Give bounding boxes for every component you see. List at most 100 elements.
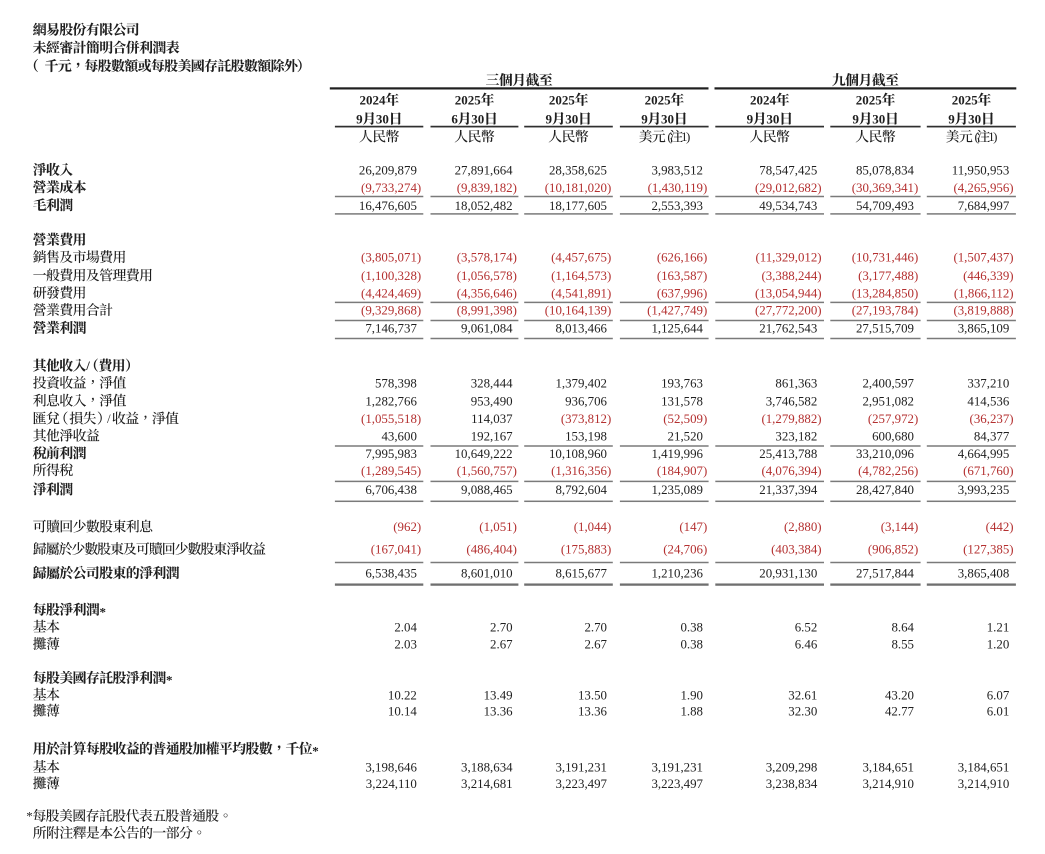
svg-text:(1,279,882): (1,279,882) [761,412,821,426]
svg-text:193,763: 193,763 [661,377,703,391]
svg-text:30: 30 [565,111,578,126]
svg-text:(13,054,944): (13,054,944) [755,286,822,300]
svg-text:(24,706): (24,706) [663,543,707,557]
svg-text:(3,144): (3,144) [881,520,919,534]
svg-text:21,337,394: 21,337,394 [759,483,818,497]
svg-text:(1,100,328): (1,100,328) [361,269,421,283]
svg-text:2,400,597: 2,400,597 [862,377,914,391]
svg-text:10,649,222: 10,649,222 [455,447,513,461]
svg-text:(: ( [667,129,671,144]
svg-text:30: 30 [471,111,484,126]
svg-text:84,377: 84,377 [974,429,1010,443]
svg-text:328,444: 328,444 [471,377,513,391]
svg-text:3,214,910: 3,214,910 [862,777,914,791]
svg-text:(626,166): (626,166) [657,251,707,265]
svg-text:6,706,438: 6,706,438 [365,483,417,497]
svg-text:2,951,082: 2,951,082 [862,394,914,408]
svg-text:337,210: 337,210 [967,377,1009,391]
svg-text:(962): (962) [393,520,421,534]
svg-text:2.70: 2.70 [584,620,607,634]
svg-text:3,184,651: 3,184,651 [862,761,914,775]
svg-text:8.64: 8.64 [891,620,914,634]
svg-text:3,184,651: 3,184,651 [958,761,1010,775]
svg-text:1: 1 [681,129,688,144]
svg-text:(52,509): (52,509) [663,412,707,426]
svg-text:6.46: 6.46 [795,638,818,652]
svg-text:(127,385): (127,385) [963,543,1013,557]
svg-text:(9,329,868): (9,329,868) [361,304,421,318]
svg-text:1.20: 1.20 [987,638,1010,652]
svg-text:(4,457,675): (4,457,675) [551,251,611,265]
svg-text:(442): (442) [986,520,1014,534]
svg-text:(: ( [975,129,979,144]
svg-text:8,601,010: 8,601,010 [461,567,513,581]
svg-text:3,223,497: 3,223,497 [555,777,607,791]
svg-text:(36,237): (36,237) [970,412,1014,426]
svg-text:13.50: 13.50 [578,688,607,702]
svg-text:(1,289,545): (1,289,545) [361,464,421,478]
svg-text:18,177,605: 18,177,605 [549,199,607,213]
svg-text:33,210,096: 33,210,096 [856,447,915,461]
svg-text:(4,782,256): (4,782,256) [858,464,918,478]
svg-text:9,061,084: 9,061,084 [461,322,513,336]
svg-text:(3,578,174): (3,578,174) [457,251,517,265]
svg-text:3,214,681: 3,214,681 [461,777,513,791]
svg-text:28,427,840: 28,427,840 [856,483,914,497]
svg-text:2024: 2024 [750,92,777,107]
svg-text:(10,731,446): (10,731,446) [852,251,919,265]
svg-text:3,993,235: 3,993,235 [958,483,1010,497]
svg-text:21,762,543: 21,762,543 [759,322,817,336]
svg-text:9: 9 [747,111,754,126]
svg-text:26,209,879: 26,209,879 [359,164,417,178]
svg-text:(1,051): (1,051) [479,520,517,534]
svg-text:(10,164,139): (10,164,139) [545,304,612,318]
svg-text:54,709,493: 54,709,493 [856,199,914,213]
svg-text:49,534,743: 49,534,743 [759,199,817,213]
svg-text:): ) [686,129,690,144]
svg-text:*: * [26,809,33,824]
svg-text:4,664,995: 4,664,995 [958,447,1010,461]
svg-text:43,600: 43,600 [381,429,416,443]
svg-text:2.03: 2.03 [394,638,417,652]
svg-text:2025: 2025 [455,92,482,107]
svg-text:7,146,737: 7,146,737 [365,322,417,336]
svg-text:3,223,497: 3,223,497 [651,777,703,791]
svg-text:(446,339): (446,339) [963,269,1013,283]
svg-text:(4,541,891): (4,541,891) [551,286,611,300]
svg-text:(1,866,112): (1,866,112) [954,286,1014,300]
svg-text:2,553,393: 2,553,393 [651,199,703,213]
svg-text:9: 9 [852,111,859,126]
svg-text:(486,404): (486,404) [466,543,516,557]
svg-text:(1,316,356): (1,316,356) [551,464,611,478]
svg-text:(1,056,578): (1,056,578) [457,269,517,283]
svg-text:(1,427,749): (1,427,749) [647,304,707,318]
svg-text:(27,772,200): (27,772,200) [755,304,822,318]
svg-text:1,282,766: 1,282,766 [365,394,417,408]
svg-text:(10,181,020): (10,181,020) [545,181,612,195]
svg-text:20,931,130: 20,931,130 [759,567,817,581]
svg-text:(1,044): (1,044) [574,520,612,534]
svg-text:11,950,953: 11,950,953 [952,164,1010,178]
svg-text:9: 9 [356,111,363,126]
svg-text:(30,369,341): (30,369,341) [852,181,919,195]
svg-text:936,706: 936,706 [565,394,607,408]
svg-text:600,680: 600,680 [872,429,914,443]
svg-text:3,191,231: 3,191,231 [651,761,703,775]
svg-text:9,088,465: 9,088,465 [461,483,513,497]
svg-text:2.67: 2.67 [490,638,513,652]
svg-text:10,108,960: 10,108,960 [549,447,607,461]
svg-text:(167,041): (167,041) [371,543,421,557]
svg-text:(1,507,437): (1,507,437) [953,251,1013,265]
svg-text:25,413,788: 25,413,788 [759,447,817,461]
svg-text:(2,880): (2,880) [784,520,822,534]
svg-text:6,538,435: 6,538,435 [365,567,417,581]
svg-text:6.07: 6.07 [987,688,1010,702]
svg-text:(8,991,398): (8,991,398) [457,304,517,318]
svg-text:(4,356,646): (4,356,646) [457,286,517,300]
svg-text:30: 30 [766,111,779,126]
svg-text:/: / [85,358,90,373]
svg-text:/: / [107,411,111,426]
svg-text:(4,424,469): (4,424,469) [361,286,421,300]
svg-text:2025: 2025 [645,92,672,107]
svg-text:(637,996): (637,996) [657,286,707,300]
